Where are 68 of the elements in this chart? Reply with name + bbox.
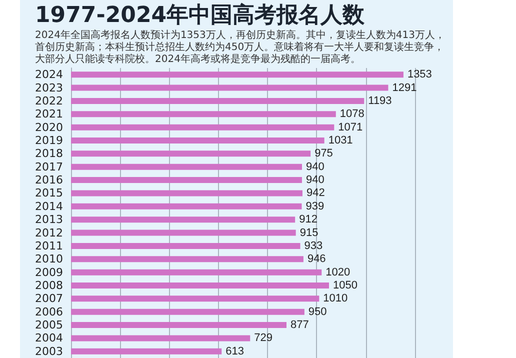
y-tick-label: 2006 [35,305,63,318]
y-tick-label: 2009 [35,266,63,279]
data-label: 1291 [392,82,417,94]
bar [71,164,302,170]
y-tick-label: 2022 [35,94,63,108]
y-tick-label: 2012 [35,226,63,240]
y-tick-label: 2008 [35,279,63,292]
y-tick-label: 2010 [35,252,63,266]
data-label: 613 [226,345,244,358]
y-tick-label: 2024 [35,68,63,82]
data-label: 942 [306,187,325,200]
bar [71,216,296,223]
bar [71,98,364,104]
data-label: 975 [314,148,333,160]
y-tick-label: 2004 [35,332,63,345]
bar [71,282,329,288]
y-tick-label: 2017 [35,160,63,174]
bar [71,190,302,196]
data-label: 1050 [333,280,358,292]
bar [71,308,304,315]
bar [71,322,286,328]
bar [71,348,222,354]
data-label: 912 [299,214,318,226]
chart-title: 1977-2024年中国高考报名人数 [35,2,365,30]
y-tick-label: 2019 [35,134,63,147]
y-tick-label: 2005 [35,318,63,332]
data-label: 1353 [407,68,432,81]
chart-subtitle: 2024年全国高考报名人数预计为1353万人，再创历史新高。其中，复读生人数为413万人，首创历史新高；本科生预计总招生人数约为450万人。意味着将有一大半人要和复读生竞争，大部分人只能读专科院校。2024年高考或将是竞争最为残酷的一届高考。 [35,30,446,66]
y-tick-label: 2014 [35,200,63,213]
y-tick-label: 2023 [35,81,63,94]
data-label: 946 [307,253,326,266]
data-label: 915 [300,226,318,239]
bar [71,230,296,236]
data-label: 939 [306,200,324,212]
bar [71,124,334,130]
y-tick-label: 2011 [35,239,63,252]
data-label: 950 [308,306,327,318]
bar [71,269,322,276]
data-label: 1020 [326,266,350,278]
bar [71,177,302,184]
bar [71,203,302,210]
data-label: 1078 [340,108,364,120]
bar [71,242,300,249]
data-label: 940 [306,160,324,173]
y-tick-label: 2013 [35,213,63,226]
bar [71,256,304,262]
data-label: 877 [290,319,309,332]
y-tick-label: 2018 [35,147,63,160]
data-label: 940 [306,174,324,186]
bar [71,150,311,157]
y-tick-label: 2007 [35,292,63,306]
bar [71,138,324,144]
data-label: 1071 [338,121,363,134]
data-label: 1010 [323,292,348,305]
y-tick-label: 2020 [35,120,63,134]
y-tick-label: 2015 [35,186,63,200]
y-tick-label: 2021 [35,108,63,121]
data-label: 729 [254,332,272,344]
bar [71,296,320,302]
bar [71,84,388,91]
bar [71,72,404,78]
y-tick-label: 2016 [35,174,63,187]
y-tick-label: 2003 [35,344,63,358]
bar [71,335,250,342]
bar [71,111,336,118]
data-label: 1193 [368,94,392,107]
data-label: 1031 [328,134,353,146]
data-label: 933 [304,240,323,252]
